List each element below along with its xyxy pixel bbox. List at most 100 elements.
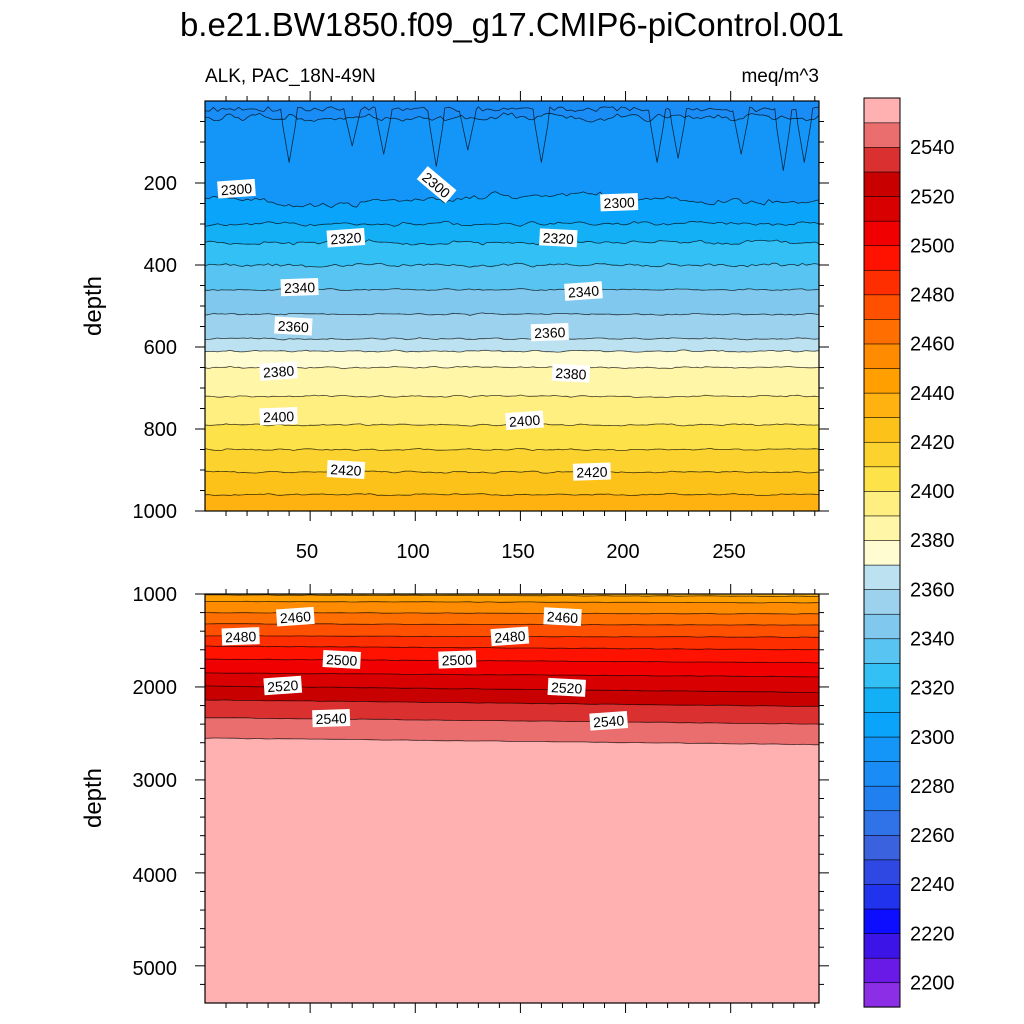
upper-contour-surface (205, 106, 819, 171)
upper-contour-label-2400: 2400 (505, 410, 544, 431)
upper-contour-2320 (205, 239, 819, 246)
lower-contour-label-box (589, 711, 629, 731)
colorbar-label-2500: 2500 (910, 235, 955, 257)
lower-contour-2530 (205, 699, 819, 707)
upper-contour-label-box (600, 193, 639, 212)
colorbar-swatch (863, 146, 901, 173)
upper-y-tick-800: 800 (144, 419, 177, 441)
lower-contour-label-2460: 2460 (276, 606, 315, 627)
lower-y-axis-label: depth (80, 768, 107, 828)
upper-contour-label-2320: 2320 (326, 228, 366, 248)
upper-contour-label-2420: 2420 (326, 460, 366, 479)
colorbar-swatch (863, 539, 901, 566)
units-label: meq/m^3 (741, 66, 819, 87)
upper-contour-2430 (205, 493, 819, 497)
lower-contour-label-text: 2500 (441, 651, 473, 668)
upper-contour-2360 (205, 337, 819, 341)
colorbar-swatch (863, 367, 901, 394)
upper-contour-2290 (205, 112, 819, 123)
upper-contour-2350 (205, 312, 819, 316)
upper-contour-label-2380: 2380 (259, 361, 298, 381)
colorbar-swatch (863, 589, 901, 615)
upper-contour-label-2300: 2300 (217, 178, 256, 199)
colorbar-swatch (863, 662, 901, 689)
lower-contour-label-box (221, 627, 260, 646)
upper-y-tick-600: 600 (144, 337, 177, 359)
upper-contour-label-text: 2360 (277, 318, 309, 336)
lower-contour-label-2460: 2460 (543, 607, 582, 627)
upper-contour-label-2320: 2320 (539, 228, 578, 248)
colorbar-swatches (863, 97, 901, 1008)
upper-contour-label-text: 2320 (330, 229, 362, 247)
lower-contour-2550 (205, 737, 819, 746)
upper-y-tick-1000: 1000 (133, 501, 178, 523)
upper-contour-2440 (205, 512, 819, 514)
colorbar-label-2400: 2400 (910, 481, 955, 503)
colorbar-swatch (863, 785, 901, 812)
colorbar-label-2200: 2200 (910, 972, 955, 994)
colorbar-label-2420: 2420 (910, 432, 955, 454)
upper-contour-label-box (539, 228, 578, 248)
upper-contour-label-box (551, 363, 591, 383)
lower-contour-label-2480: 2480 (221, 627, 260, 646)
upper-contour-label-box (274, 316, 313, 336)
lower-contour-label-text: 2500 (326, 651, 358, 669)
lower-contour-2450 (205, 600, 819, 604)
lower-y-tick-2000: 2000 (133, 677, 178, 699)
colorbar-swatch (863, 810, 901, 836)
lower-contour-label-text: 2520 (551, 679, 583, 697)
upper-contour-label-box (572, 462, 611, 481)
upper-contour-label-box (505, 410, 544, 431)
colorbar-swatch (863, 122, 901, 148)
upper-band-2430 (205, 493, 819, 511)
colorbar-swatch (863, 736, 901, 762)
upper-contour-label-2380: 2380 (551, 363, 591, 383)
lower-contour-label-text: 2480 (494, 628, 526, 646)
upper-contour-2370 (205, 349, 819, 353)
upper-contour-label-box (416, 166, 457, 204)
colorbar-label-2340: 2340 (910, 629, 955, 651)
colorbar-swatch (863, 220, 901, 247)
colorbar-label-2360: 2360 (910, 579, 955, 601)
upper-contour-label-text: 2420 (576, 464, 608, 481)
colorbar-swatch (863, 638, 901, 664)
upper-contour-label-box (217, 178, 256, 199)
upper-contour-label-2340: 2340 (280, 277, 319, 297)
lower-contour-label-2520: 2520 (263, 675, 303, 696)
lower-contour-label-box (322, 650, 361, 669)
lower-panel: 2460 2460 2480 2480 2500 2500 2520 2520 2540 2540… (80, 584, 829, 1013)
lower-contour-2490 (205, 645, 819, 651)
colorbar-label-2480: 2480 (910, 285, 955, 307)
colorbar-labels: 2200 2220 2240 2260 2280 2300 2320 2340 2360 2380… (910, 137, 955, 994)
lower-contour-label-2500: 2500 (322, 650, 361, 669)
colorbar-swatch (863, 195, 901, 222)
lower-contour-label-text: 2480 (225, 628, 257, 645)
lower-color-fill (205, 594, 819, 1003)
upper-contour-2380 (205, 365, 819, 370)
colorbar-label-2540: 2540 (910, 137, 955, 159)
colorbar-label-2440: 2440 (910, 383, 955, 405)
colorbar-label-2460: 2460 (910, 334, 955, 356)
lower-contour-label-box (543, 607, 582, 627)
lower-y-tick-5000: 5000 (133, 958, 178, 980)
upper-y-axis-label: depth (80, 276, 107, 336)
upper-contour-2310 (205, 220, 819, 227)
lower-contour-label-box (490, 626, 530, 647)
upper-contour-label-2300: 2300 (600, 193, 639, 212)
upper-contour-label-text: 2340 (284, 279, 316, 296)
upper-contour-label-2360: 2360 (274, 316, 313, 336)
lower-contour-label-box (438, 650, 477, 669)
lower-y-tick-4000: 4000 (133, 865, 178, 887)
lower-contour-label-text: 2540 (593, 712, 625, 730)
upper-contour-label-box (530, 322, 569, 342)
upper-contour-label-2340: 2340 (564, 281, 603, 301)
upper-contour-label-2360: 2360 (530, 322, 569, 342)
colorbar-swatch (863, 515, 901, 541)
lower-contour-label-text: 2460 (547, 608, 579, 626)
lower-contour-2520 (205, 685, 819, 693)
colorbar-swatch (863, 687, 901, 713)
upper-contour-label-2400: 2400 (259, 407, 298, 426)
